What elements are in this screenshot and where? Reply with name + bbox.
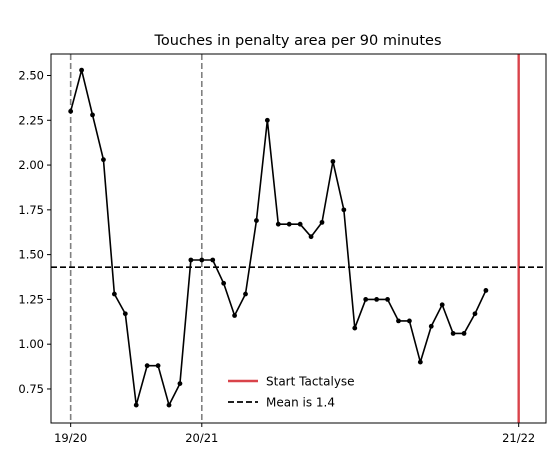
axis-ticks: 0.75 1.00 1.25 1.50 1.75 2.00 2.25 2.50 19/20 20/… — [18, 68, 535, 445]
x-tick-label-0: 19/20 — [54, 431, 87, 445]
data-point — [363, 297, 369, 302]
data-point — [286, 221, 292, 227]
data-point — [111, 291, 117, 297]
series-layer — [68, 67, 489, 408]
data-point — [232, 313, 237, 318]
data-point — [155, 363, 161, 369]
data-point — [177, 381, 183, 386]
data-point — [243, 291, 248, 297]
data-point — [385, 297, 390, 302]
data-point — [122, 311, 128, 317]
data-point — [461, 331, 467, 336]
data-point — [439, 302, 445, 308]
data-point — [188, 257, 194, 263]
y-tick-label-0: 0.75 — [18, 382, 44, 396]
legend-start-label: Start Tactalyse — [266, 375, 355, 389]
y-tick-label-7: 2.50 — [18, 68, 44, 82]
data-point — [254, 218, 259, 223]
data-point — [407, 318, 412, 324]
data-point — [264, 117, 270, 123]
y-tick-label-1: 1.00 — [18, 337, 44, 351]
y-tick-label-5: 2.00 — [18, 158, 44, 172]
data-point — [319, 219, 325, 225]
y-tick-label-3: 1.50 — [18, 248, 44, 262]
legend: Start Tactalyse Mean is 1.4 — [228, 375, 355, 410]
data-point — [374, 297, 380, 302]
plot-frame — [50, 53, 547, 424]
y-tick-label-6: 2.25 — [18, 113, 44, 127]
reference-lines — [51, 54, 546, 423]
data-point — [90, 112, 95, 118]
data-point — [166, 402, 172, 408]
y-tick-label-4: 1.75 — [18, 203, 44, 217]
data-point — [396, 318, 401, 324]
data-point — [428, 323, 434, 329]
data-point — [450, 331, 456, 336]
data-point — [352, 325, 358, 331]
data-point — [221, 280, 227, 286]
x-tick-label-2: 21/22 — [502, 431, 535, 445]
data-point — [210, 257, 216, 263]
data-point — [308, 234, 314, 240]
x-tick-label-1: 20/21 — [185, 431, 218, 445]
data-point — [297, 221, 303, 227]
data-point — [133, 402, 139, 408]
data-point — [101, 157, 106, 163]
data-point — [144, 363, 150, 369]
y-tick-label-2: 1.25 — [18, 292, 44, 306]
chart-title: Touches in penalty area per 90 minutes — [153, 33, 441, 49]
data-point — [79, 67, 84, 73]
data-point — [417, 359, 423, 365]
data-point — [483, 288, 489, 293]
series-line-0 — [69, 69, 487, 406]
data-point — [199, 257, 205, 263]
data-point — [68, 108, 74, 114]
data-point — [472, 311, 478, 317]
legend-mean-label: Mean is 1.4 — [266, 396, 335, 410]
data-point — [275, 221, 281, 227]
data-point — [330, 159, 336, 164]
data-point — [341, 207, 347, 213]
